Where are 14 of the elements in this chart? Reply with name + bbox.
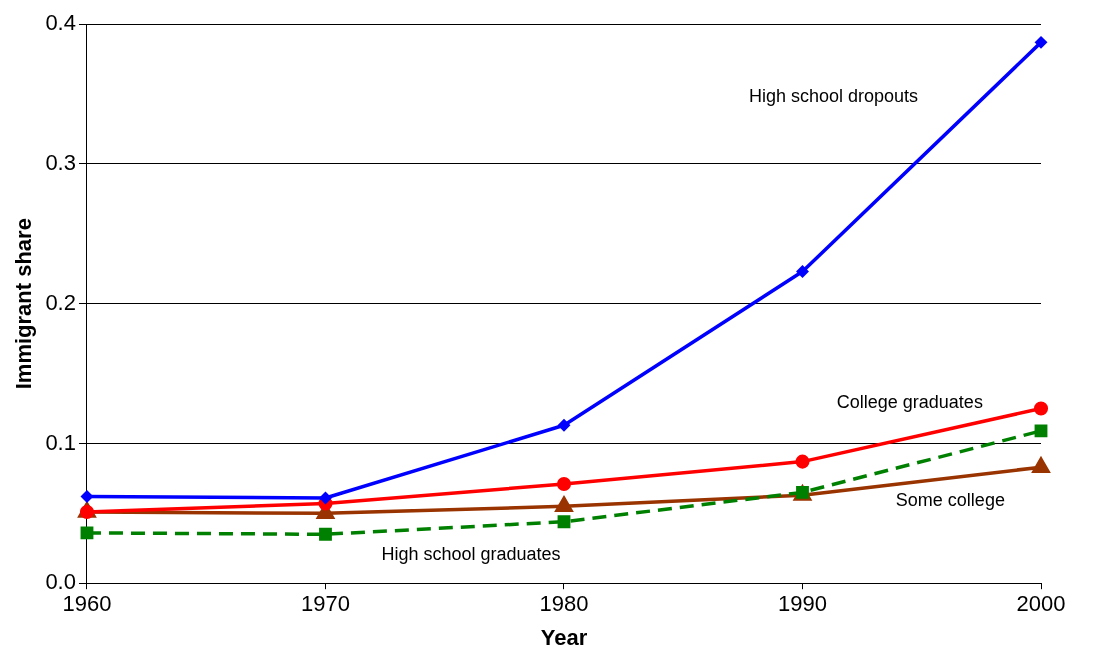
text: High school dropouts [748,85,919,106]
x-tick-label: 1990 [778,591,827,617]
series-label: High school graduates [381,544,561,565]
series-label: Some college [895,489,1005,510]
series-label: College graduates [836,391,983,412]
x-tick-label: 1980 [539,591,589,617]
y-tick-label: 0.1 [45,429,76,455]
y-tick-label: 0.3 [45,150,76,176]
x-axis-title: Year [540,624,588,650]
y-axis-title: Immigrant share [11,218,37,390]
y-tick-label: 0.4 [45,10,76,36]
y-tick-label: 0.2 [45,289,76,315]
x-tick-label: 2000 [1016,591,1066,617]
x-tick-label: 1970 [301,591,350,617]
